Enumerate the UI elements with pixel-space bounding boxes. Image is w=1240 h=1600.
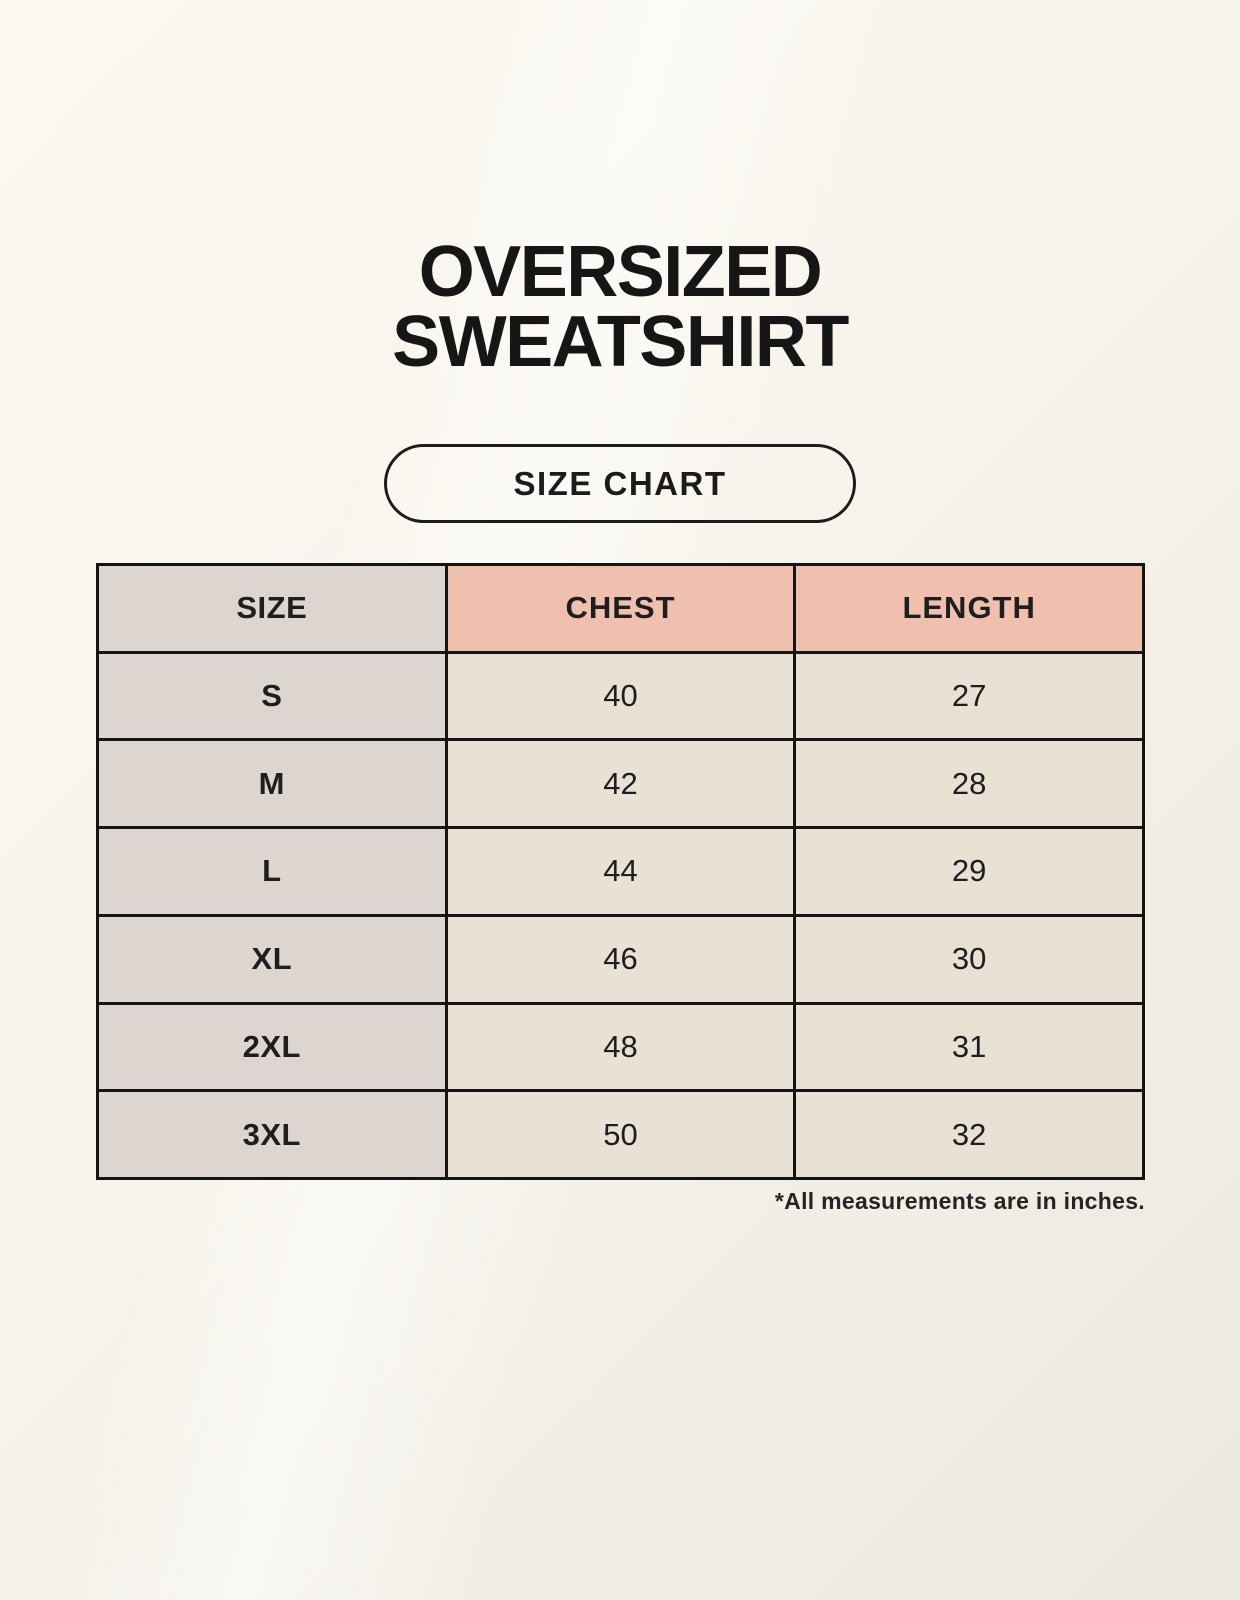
size-cell: S (99, 653, 445, 739)
length-cell: 31 (796, 1004, 1142, 1090)
measurements-footnote: *All measurements are in inches. (774, 1188, 1145, 1214)
size-cell: 3XL (99, 1092, 445, 1177)
length-cell: 29 (796, 829, 1142, 914)
chest-cell: 42 (447, 741, 794, 827)
header-cell-size: SIZE (99, 566, 445, 651)
header-cell-length: LENGTH (796, 566, 1142, 651)
size-cell: M (99, 741, 445, 827)
size-chart-table: SIZE CHEST LENGTH S 40 27 M 42 28 L 44 2… (96, 563, 1145, 1180)
chest-cell: 46 (447, 916, 794, 1002)
size-chart-button-label: SIZE CHART (513, 464, 727, 502)
page-title-line-2: SWEATSHIRT (392, 301, 849, 382)
chest-cell: 40 (447, 653, 794, 739)
length-cell: 27 (796, 653, 1142, 739)
page-title: OVERSIZED SWEATSHIRT (0, 236, 1240, 378)
size-cell: XL (99, 916, 445, 1002)
size-cell: 2XL (99, 1004, 445, 1090)
size-cell: L (99, 829, 445, 914)
size-chart-button[interactable]: SIZE CHART (384, 444, 856, 523)
page-title-line-1: OVERSIZED (418, 232, 823, 312)
header-cell-chest: CHEST (447, 566, 794, 651)
length-cell: 30 (796, 916, 1142, 1002)
chest-cell: 44 (447, 829, 794, 914)
chest-cell: 48 (447, 1004, 794, 1090)
length-cell: 32 (796, 1092, 1142, 1177)
length-cell: 28 (796, 741, 1142, 827)
chest-cell: 50 (447, 1092, 794, 1177)
